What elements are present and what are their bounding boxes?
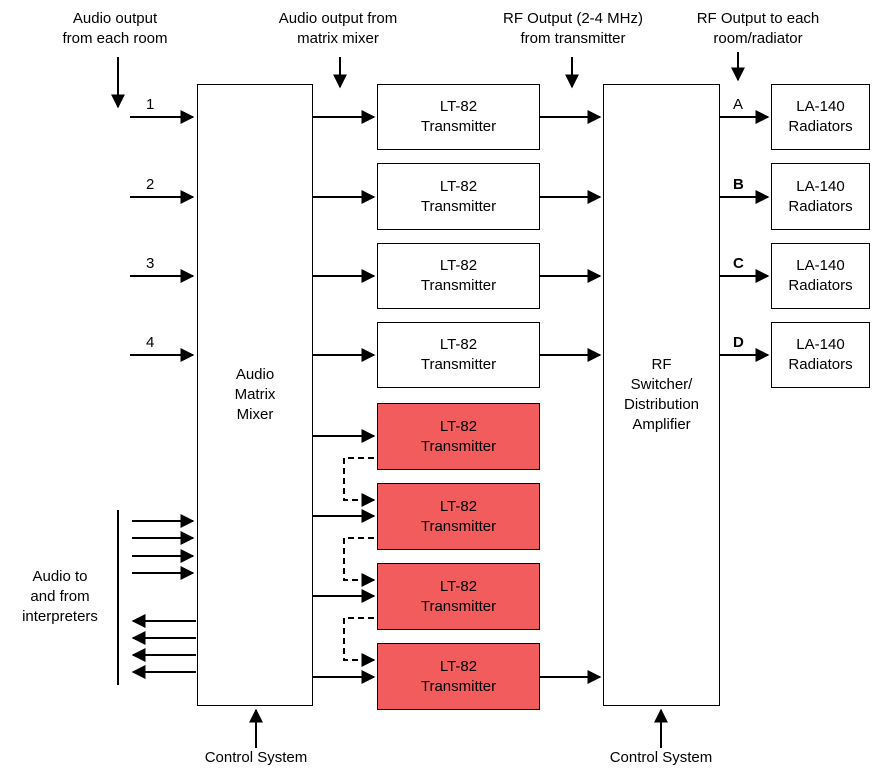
- label-audio-interpreters: Audio to and from interpreters: [22, 568, 98, 625]
- radiator-label: LA-140 Radiators: [788, 177, 853, 215]
- input-number-4: 4: [146, 334, 155, 351]
- label-control-system-mixer: Control System: [204, 749, 308, 766]
- label-audio-output-matrix: Audio output from matrix mixer: [278, 10, 398, 47]
- input-number-2: 2: [146, 176, 155, 193]
- mixer-label: Audio Matrix Mixer: [234, 366, 276, 423]
- radiator-c: LA-140 Radiators: [771, 243, 870, 309]
- transmitter-3: LT-82 Transmitter: [377, 243, 540, 309]
- transmitter-label: LT-82 Transmitter: [420, 417, 497, 455]
- radiator-d: LA-140 Radiators: [771, 322, 870, 388]
- transmitter-label: LT-82 Transmitter: [420, 577, 497, 615]
- transmitter-6-spare: LT-82 Transmitter: [377, 483, 540, 550]
- radiator-label: LA-140 Radiators: [788, 257, 853, 294]
- transmitter-label: LT-82 Transmitter: [420, 177, 497, 215]
- rf-switcher-distribution-amplifier: RF Switcher/ Distribution Amplifier: [603, 84, 720, 706]
- dashed-link-6-7: [343, 537, 376, 587]
- label-audio-output-each-room: Audio output from each room: [62, 10, 168, 47]
- transmitter-5-spare: LT-82 Transmitter: [377, 403, 540, 470]
- radiator-b: LA-140 Radiators: [771, 163, 870, 230]
- output-letter-c: C: [733, 255, 744, 272]
- transmitter-8-spare: LT-82 Transmitter: [377, 643, 540, 710]
- transmitter-label: LT-82 Transmitter: [420, 98, 497, 135]
- output-letter-d: D: [733, 334, 744, 351]
- transmitter-label: LT-82 Transmitter: [420, 497, 497, 535]
- radiator-a: LA-140 Radiators: [771, 84, 870, 150]
- label-rf-output-room: RF Output to each room/radiator: [696, 10, 820, 47]
- transmitter-2: LT-82 Transmitter: [377, 163, 540, 230]
- dashed-link-7-8: [343, 617, 376, 667]
- label-rf-output-transmitter: RF Output (2-4 MHz) from transmitter: [502, 10, 644, 47]
- switcher-label: RF Switcher/ Distribution Amplifier: [623, 356, 700, 433]
- dashed-link-5-6: [343, 457, 376, 507]
- radiator-label: LA-140 Radiators: [788, 336, 853, 373]
- output-letter-b: B: [733, 176, 744, 193]
- transmitter-7-spare: LT-82 Transmitter: [377, 563, 540, 630]
- radiator-label: LA-140 Radiators: [788, 98, 853, 135]
- transmitter-1: LT-82 Transmitter: [377, 84, 540, 150]
- output-letter-a: A: [733, 96, 744, 113]
- label-control-system-switcher: Control System: [609, 749, 713, 766]
- input-number-3: 3: [146, 255, 155, 272]
- audio-matrix-mixer: Audio Matrix Mixer: [197, 84, 313, 706]
- input-number-1: 1: [146, 96, 155, 113]
- transmitter-label: LT-82 Transmitter: [420, 336, 497, 373]
- transmitter-4: LT-82 Transmitter: [377, 322, 540, 388]
- transmitter-label: LT-82 Transmitter: [420, 657, 497, 695]
- transmitter-label: LT-82 Transmitter: [420, 257, 497, 294]
